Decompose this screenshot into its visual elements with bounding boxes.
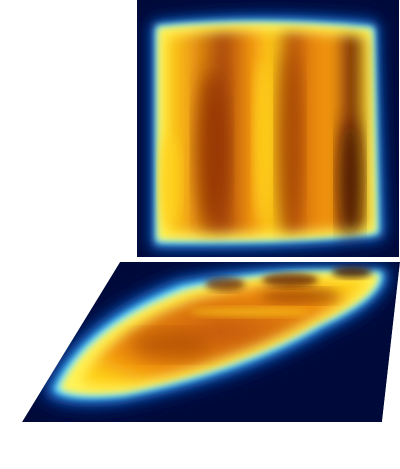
heatmap-bottom-orange-interior [80, 277, 369, 387]
heatmap-bottom-bright-streak [190, 307, 310, 317]
heatmap-bottom-hotspot-far-left [205, 277, 245, 291]
heatmap-panel-top [137, 0, 399, 257]
heatmap-bottom-hotspot-far-right [332, 266, 372, 278]
heatmap-top-hotspot-middle [278, 50, 302, 230]
heatmap-top-bright-stripe [254, 60, 270, 220]
heatmap-panel-bottom [22, 262, 400, 422]
heatmap-top-hotspot-left [196, 70, 228, 230]
heatmap-bottom-hotspot-second-row [260, 289, 340, 303]
heatmap-bottom-hotspot-far-mid [262, 273, 318, 287]
heatmap-top-bright-stripe-left [160, 135, 180, 225]
heatmap-top-hotspot-right [338, 120, 362, 240]
heatmap-bottom-hotspot-center [130, 331, 210, 359]
